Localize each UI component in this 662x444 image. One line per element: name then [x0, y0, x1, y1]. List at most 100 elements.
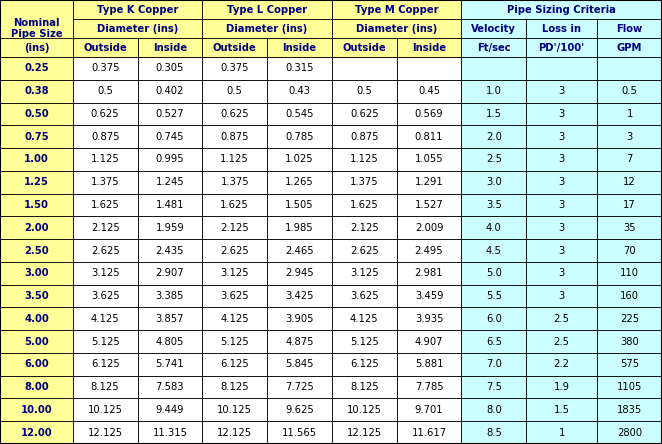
Bar: [138, 239, 203, 262]
Bar: [397, 285, 461, 307]
Text: 3.125: 3.125: [220, 268, 249, 278]
Text: 8.00: 8.00: [24, 382, 49, 392]
Text: 2.0: 2.0: [486, 132, 502, 142]
Text: 0.75: 0.75: [24, 132, 49, 142]
Bar: [73, 103, 138, 125]
Bar: [597, 262, 662, 285]
Text: Inside: Inside: [283, 43, 316, 52]
Bar: [526, 421, 597, 444]
Text: 0.5: 0.5: [227, 86, 243, 96]
Text: 6.5: 6.5: [486, 337, 502, 347]
Text: 3: 3: [559, 291, 565, 301]
Text: 5.5: 5.5: [486, 291, 502, 301]
Bar: [332, 262, 397, 285]
Bar: [332, 171, 397, 194]
Bar: [203, 285, 267, 307]
Text: 7.725: 7.725: [285, 382, 314, 392]
Bar: [138, 80, 203, 103]
Bar: [73, 307, 138, 330]
Text: 0.25: 0.25: [24, 63, 49, 73]
Text: 9.701: 9.701: [415, 405, 444, 415]
Bar: [203, 19, 332, 38]
Bar: [597, 421, 662, 444]
Bar: [73, 330, 138, 353]
Bar: [73, 194, 138, 216]
Bar: [397, 57, 461, 80]
Text: 1105: 1105: [617, 382, 642, 392]
Text: 3.625: 3.625: [220, 291, 249, 301]
Bar: [397, 148, 461, 171]
Bar: [267, 376, 332, 398]
Bar: [203, 262, 267, 285]
Text: 1.25: 1.25: [24, 177, 49, 187]
Bar: [597, 148, 662, 171]
Text: 1: 1: [626, 109, 633, 119]
Bar: [526, 103, 597, 125]
Text: 10.125: 10.125: [87, 405, 122, 415]
Bar: [526, 285, 597, 307]
Bar: [73, 57, 138, 80]
Bar: [203, 421, 267, 444]
Bar: [397, 216, 461, 239]
Bar: [332, 0, 461, 19]
Text: 0.375: 0.375: [220, 63, 249, 73]
Text: 1.125: 1.125: [91, 155, 120, 164]
Text: 380: 380: [620, 337, 639, 347]
Bar: [397, 194, 461, 216]
Text: 0.527: 0.527: [156, 109, 184, 119]
Text: 3.0: 3.0: [486, 177, 502, 187]
Text: 3.459: 3.459: [415, 291, 444, 301]
Bar: [526, 171, 597, 194]
Bar: [461, 148, 526, 171]
Text: 11.315: 11.315: [152, 428, 187, 438]
Text: 2.625: 2.625: [91, 246, 120, 255]
Text: 5.125: 5.125: [91, 337, 120, 347]
Text: 7.5: 7.5: [486, 382, 502, 392]
Bar: [461, 239, 526, 262]
Text: 3.00: 3.00: [24, 268, 48, 278]
Bar: [461, 103, 526, 125]
Text: Outside: Outside: [213, 43, 257, 52]
Text: 2.5: 2.5: [553, 314, 570, 324]
Bar: [332, 216, 397, 239]
Text: 5.125: 5.125: [350, 337, 379, 347]
Text: Inside: Inside: [153, 43, 187, 52]
Text: 5.741: 5.741: [156, 359, 184, 369]
Text: 12.00: 12.00: [21, 428, 52, 438]
Text: 3.935: 3.935: [415, 314, 444, 324]
Text: Diameter (ins): Diameter (ins): [356, 24, 438, 33]
Bar: [203, 330, 267, 353]
Bar: [597, 80, 662, 103]
Bar: [332, 239, 397, 262]
Text: 1.625: 1.625: [220, 200, 249, 210]
Text: 3: 3: [559, 268, 565, 278]
Text: 160: 160: [620, 291, 639, 301]
Text: 0.875: 0.875: [350, 132, 379, 142]
Text: Loss in: Loss in: [542, 24, 581, 33]
Bar: [332, 421, 397, 444]
Text: 0.38: 0.38: [24, 86, 49, 96]
Bar: [0, 171, 73, 194]
Text: 1.245: 1.245: [156, 177, 184, 187]
Bar: [597, 376, 662, 398]
Bar: [332, 353, 397, 376]
Bar: [526, 307, 597, 330]
Bar: [0, 398, 73, 421]
Bar: [138, 125, 203, 148]
Bar: [397, 171, 461, 194]
Text: 0.315: 0.315: [285, 63, 314, 73]
Bar: [526, 262, 597, 285]
Bar: [138, 262, 203, 285]
Text: 11.617: 11.617: [412, 428, 447, 438]
Bar: [526, 398, 597, 421]
Bar: [138, 398, 203, 421]
Text: 10.00: 10.00: [21, 405, 52, 415]
Text: 2.009: 2.009: [415, 223, 444, 233]
Bar: [0, 80, 73, 103]
Bar: [461, 216, 526, 239]
Bar: [73, 0, 203, 19]
Text: 1.5: 1.5: [553, 405, 570, 415]
Bar: [73, 171, 138, 194]
Text: 4.875: 4.875: [285, 337, 314, 347]
Bar: [332, 285, 397, 307]
